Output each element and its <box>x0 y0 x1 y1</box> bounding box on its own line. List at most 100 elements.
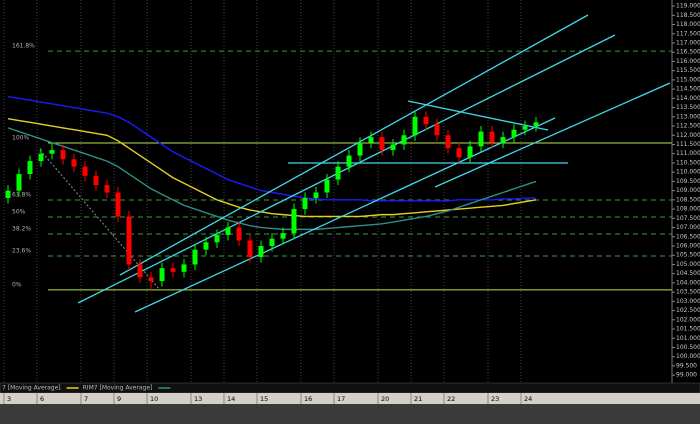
candle-body <box>71 159 77 167</box>
y-tick-label: 115.500 <box>676 67 700 74</box>
y-tick-label: 117.000 <box>676 39 700 46</box>
candle-body <box>214 234 220 243</box>
y-tick-label: 102.500 <box>676 307 700 314</box>
x-tick-label: 14 <box>227 395 235 403</box>
candle-body <box>357 142 363 156</box>
candle-body <box>313 192 319 199</box>
y-tick-label: 106.500 <box>676 233 700 240</box>
y-tick-label: 114.000 <box>676 95 700 102</box>
candle-body <box>346 155 352 167</box>
candle-body <box>192 249 198 265</box>
y-tick-label: 117.500 <box>676 30 700 37</box>
y-tick-label: 104.500 <box>676 270 700 277</box>
y-tick-label: 105.000 <box>676 261 700 268</box>
x-tick-label: 17 <box>337 395 345 403</box>
candle-body <box>27 161 33 175</box>
candle-body <box>500 137 506 143</box>
legend-label: 7 [Moving Average] <box>2 385 61 392</box>
fib-label: 0% <box>12 281 22 288</box>
y-tick-label: 107.000 <box>676 224 700 231</box>
y-tick-label: 114.500 <box>676 86 700 93</box>
candle-body <box>489 131 495 143</box>
candle-body <box>511 129 517 138</box>
candles <box>5 111 539 290</box>
y-tick-label: 110.500 <box>676 159 700 166</box>
x-tick-label: 24 <box>524 395 532 403</box>
channel-line <box>77 34 616 304</box>
day-grid <box>3 0 522 383</box>
candle-body <box>170 268 176 272</box>
candle-body <box>269 238 275 246</box>
x-tick-label: 6 <box>40 395 44 403</box>
candle-body <box>181 264 187 272</box>
x-tick-label: 20 <box>381 395 389 403</box>
channel-line <box>434 82 671 188</box>
candle-body <box>159 268 165 282</box>
y-tick-label: 118.000 <box>676 21 700 28</box>
channel-line <box>119 14 589 276</box>
y-tick-label: 110.000 <box>676 169 700 176</box>
y-tick-label: 104.000 <box>676 279 700 286</box>
legend-label: RIM7 [Moving Average] <box>83 385 153 392</box>
candle-body <box>258 245 264 258</box>
y-tick-label: 102.000 <box>676 316 700 323</box>
fib-label: 100% <box>12 135 29 142</box>
candle-body <box>38 153 44 162</box>
candle-body <box>412 116 418 136</box>
candle-body <box>423 116 429 125</box>
candle-body <box>390 144 396 151</box>
legend: 7 [Moving Average] RIM7 [Moving Average] <box>2 385 171 392</box>
y-tick-label: 107.500 <box>676 215 700 222</box>
x-tick-label: 21 <box>414 395 422 403</box>
x-tick-label: 23 <box>491 395 499 403</box>
fibonacci-levels: 161.8% 100% 61.8% 50% 38.2% 23.6% 0% <box>12 43 672 291</box>
x-tick-label: 15 <box>260 395 268 403</box>
candle-body <box>137 264 143 278</box>
candle-body <box>467 146 473 158</box>
candle-body <box>533 122 539 127</box>
y-tick-label: 118.500 <box>676 12 700 19</box>
candle-body <box>291 209 297 234</box>
candle-body <box>225 227 231 235</box>
candle-body <box>115 192 121 217</box>
y-tick-label: 101.000 <box>676 335 700 342</box>
y-tick-label: 103.000 <box>676 298 700 305</box>
y-tick-label: 113.500 <box>676 104 700 111</box>
y-tick-label: 111.000 <box>676 150 700 157</box>
moving-average <box>7 95 536 202</box>
x-tick-label: 10 <box>150 395 158 403</box>
y-tick-label: 112.000 <box>676 132 700 139</box>
y-tick-label: 101.500 <box>676 326 700 333</box>
y-tick-label: 116.000 <box>676 58 700 65</box>
y-tick-label: 111.500 <box>676 141 700 148</box>
y-tick-label: 115.000 <box>676 76 700 83</box>
moving-averages <box>7 95 537 231</box>
fib-label: 38.2% <box>12 225 31 232</box>
candle-body <box>456 148 462 158</box>
candle-body <box>401 135 407 145</box>
candle-body <box>445 135 451 149</box>
candle-body <box>126 216 132 265</box>
y-tick-label: 100.500 <box>676 344 700 351</box>
candle-body <box>368 137 374 143</box>
candle-body <box>93 175 99 186</box>
y-tick-label: 99.000 <box>676 372 697 379</box>
scroll-area <box>0 404 700 424</box>
x-tick-label: 13 <box>194 395 202 403</box>
x-tick-label: 7 <box>84 395 88 403</box>
candle-body <box>324 179 330 193</box>
candle-body <box>5 190 11 199</box>
y-tick-label: 119.000 <box>676 3 700 10</box>
candle-body <box>302 198 308 210</box>
x-tick-label: 3 <box>7 395 11 403</box>
y-tick-label: 106.000 <box>676 242 700 249</box>
y-tick-label: 109.000 <box>676 187 700 194</box>
candle-body <box>522 126 528 130</box>
candle-body <box>434 124 440 136</box>
y-tick-label: 103.500 <box>676 289 700 296</box>
candle-body <box>16 174 22 191</box>
date-axis <box>0 393 700 404</box>
y-tick-label: 99.500 <box>676 362 697 369</box>
y-tick-label: 113.000 <box>676 113 700 120</box>
